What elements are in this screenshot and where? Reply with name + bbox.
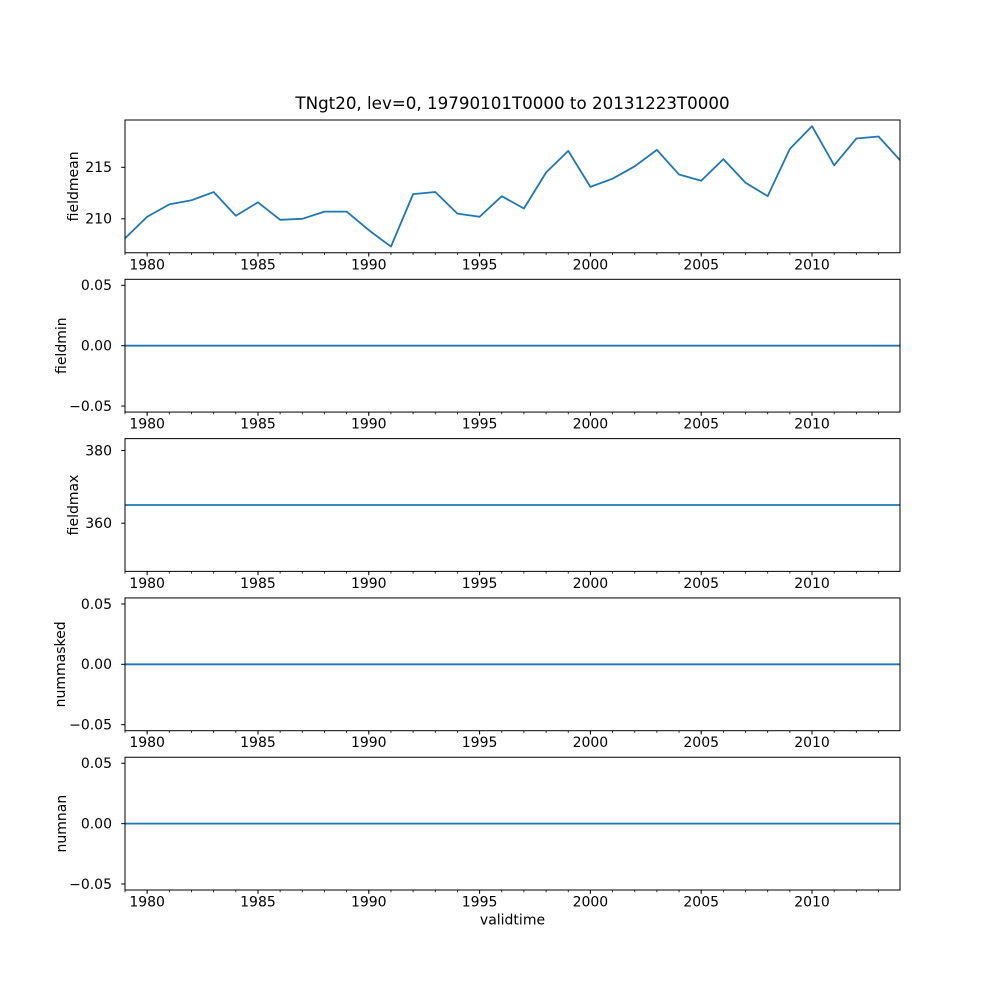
x-tick-label: 2000 — [573, 735, 609, 751]
y-tick-label: 0.00 — [81, 816, 112, 832]
x-tick-label: 1990 — [351, 735, 387, 751]
ylabel-nummasked: nummasked — [53, 621, 69, 707]
x-tick-label: 1990 — [351, 417, 387, 433]
subplot-nummasked: 1980 1985 1990 1995 2000 2005 2010 0.05 0.00 −0.0… — [53, 597, 901, 751]
x-axis-label: validtime — [480, 913, 545, 929]
y-tick-label: −0.05 — [69, 877, 112, 893]
ylabel-fieldmax: fieldmax — [66, 475, 82, 536]
x-tick-label: 1995 — [462, 417, 498, 433]
y-tick-label: 0.05 — [81, 597, 112, 613]
x-tick-label: 2010 — [794, 735, 830, 751]
y-tick-label: −0.05 — [69, 717, 112, 733]
x-tick-label: 2005 — [683, 895, 719, 911]
x-tick-label: 1995 — [462, 895, 498, 911]
x-tick-label: 2005 — [683, 417, 719, 433]
figure-title: TNgt20, lev=0, 19790101T0000 to 20131223… — [294, 93, 729, 113]
x-tick-label: 2005 — [683, 576, 719, 592]
x-tick-label: 1985 — [240, 735, 276, 751]
x-tick-label: 1995 — [462, 735, 498, 751]
x-tick-label: 1990 — [351, 895, 387, 911]
x-tick-label: 1985 — [240, 895, 276, 911]
x-tick-label: 1980 — [129, 895, 165, 911]
y-tick-label: 210 — [85, 212, 112, 228]
x-tick-label: 2000 — [573, 895, 609, 911]
x-tick-label: 1985 — [240, 257, 276, 273]
x-tick-label: 1980 — [129, 257, 165, 273]
x-tick-label: 1990 — [351, 576, 387, 592]
ylabel-fieldmean: fieldmean — [66, 151, 82, 221]
x-tick-label: 2010 — [794, 257, 830, 273]
x-tick-label: 1995 — [462, 576, 498, 592]
y-tick-label: −0.05 — [69, 399, 112, 415]
fieldmax-axes-box — [124, 438, 901, 572]
x-tick-label: 1985 — [240, 417, 276, 433]
subplot-fieldmin: 1980 1985 1990 1995 2000 2005 2010 0.05 0.00 −0.0… — [54, 278, 901, 433]
x-tick-label: 2000 — [573, 417, 609, 433]
subplot-fieldmean: 1980 1985 1990 1995 2000 2005 2010 210 215fieldm… — [66, 119, 901, 273]
ylabel-fieldmin: fieldmin — [54, 317, 70, 374]
x-tick-label: 2010 — [794, 417, 830, 433]
y-tick-label: 0.05 — [81, 756, 112, 772]
x-tick-label: 1980 — [129, 735, 165, 751]
x-tick-label: 1990 — [351, 257, 387, 273]
y-tick-label: 0.00 — [81, 657, 112, 673]
subplot-fieldmax: 1980 1985 1990 1995 2000 2005 2010 380 360fieldm… — [66, 438, 901, 592]
subplot-numnan: 1980 1985 1990 1995 2000 2005 2010 0.05 0.00 −0.0… — [54, 756, 901, 911]
x-tick-label: 2010 — [794, 576, 830, 592]
x-tick-label: 2000 — [573, 576, 609, 592]
ylabel-numnan: numnan — [54, 795, 70, 853]
subplots-group: 1980 1985 1990 1995 2000 2005 2010210215fieldm… — [53, 119, 901, 911]
x-tick-label: 2010 — [794, 895, 830, 911]
fieldmean-axes-box — [124, 119, 901, 254]
y-tick-label: 380 — [85, 443, 112, 459]
fieldmean-data-line — [124, 125, 901, 248]
x-tick-label: 2005 — [683, 735, 719, 751]
x-tick-label: 1995 — [462, 257, 498, 273]
y-tick-label: 0.00 — [81, 338, 112, 354]
x-tick-label: 2005 — [683, 257, 719, 273]
x-tick-label: 1985 — [240, 576, 276, 592]
x-tick-label: 1980 — [129, 417, 165, 433]
y-tick-label: 360 — [85, 516, 112, 532]
x-tick-label: 1980 — [129, 576, 165, 592]
x-tick-label: 2000 — [573, 257, 609, 273]
y-tick-label: 215 — [85, 160, 112, 176]
y-tick-label: 0.05 — [81, 278, 112, 294]
